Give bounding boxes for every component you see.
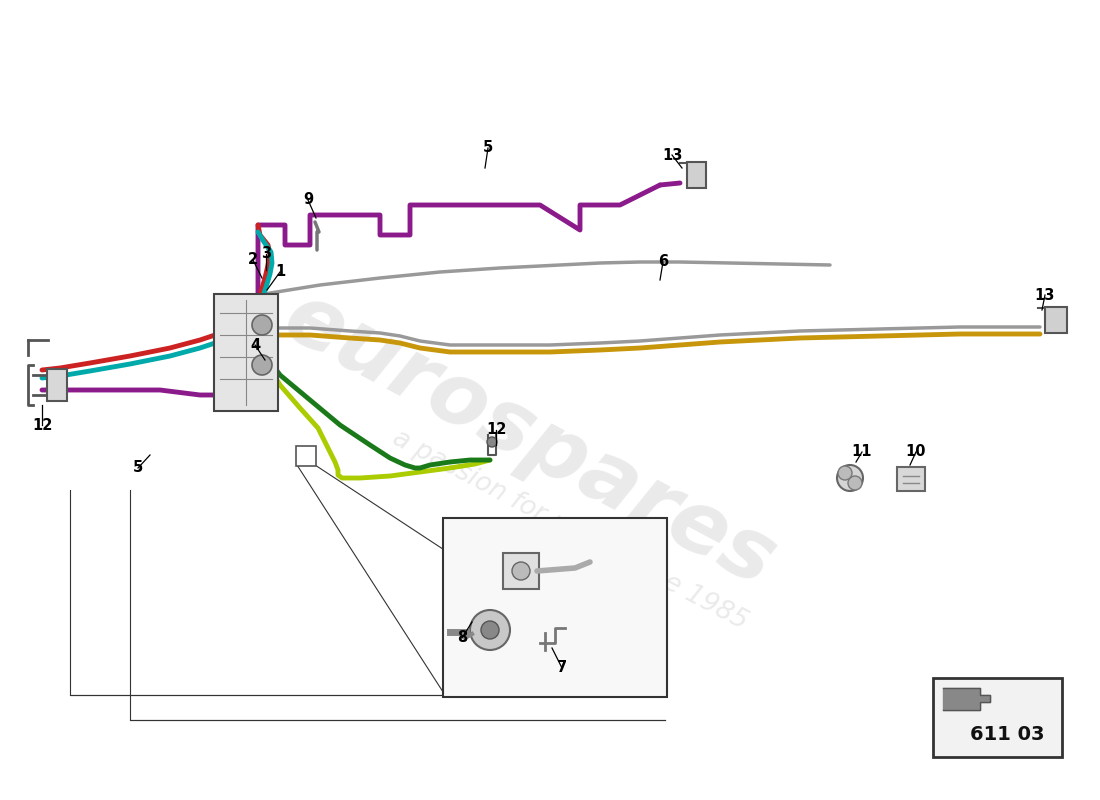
Text: 13: 13 bbox=[662, 147, 682, 162]
FancyBboxPatch shape bbox=[688, 162, 706, 188]
FancyBboxPatch shape bbox=[503, 553, 539, 589]
Text: 3: 3 bbox=[261, 246, 271, 262]
FancyBboxPatch shape bbox=[933, 678, 1062, 757]
Circle shape bbox=[512, 562, 530, 580]
FancyBboxPatch shape bbox=[296, 446, 316, 466]
Circle shape bbox=[252, 315, 272, 335]
Text: eurospares: eurospares bbox=[271, 275, 790, 605]
FancyBboxPatch shape bbox=[443, 518, 667, 697]
Text: 1: 1 bbox=[275, 265, 285, 279]
Circle shape bbox=[838, 466, 853, 480]
Text: 4: 4 bbox=[250, 338, 260, 353]
Circle shape bbox=[252, 355, 272, 375]
Text: 12: 12 bbox=[486, 422, 506, 438]
Text: 10: 10 bbox=[905, 445, 926, 459]
Text: 5: 5 bbox=[133, 461, 143, 475]
FancyBboxPatch shape bbox=[214, 294, 278, 411]
Text: a passion for parts since 1985: a passion for parts since 1985 bbox=[388, 425, 752, 635]
Circle shape bbox=[481, 621, 499, 639]
Text: 8: 8 bbox=[456, 630, 468, 646]
Text: 12: 12 bbox=[32, 418, 52, 433]
Text: 6: 6 bbox=[658, 254, 668, 270]
Text: 11: 11 bbox=[851, 445, 872, 459]
Circle shape bbox=[848, 476, 862, 490]
Circle shape bbox=[487, 437, 497, 447]
FancyBboxPatch shape bbox=[47, 369, 67, 401]
Circle shape bbox=[837, 465, 864, 491]
Text: 9: 9 bbox=[302, 193, 313, 207]
Text: 611 03: 611 03 bbox=[970, 726, 1044, 745]
FancyBboxPatch shape bbox=[896, 467, 925, 491]
Text: 2: 2 bbox=[248, 253, 258, 267]
Polygon shape bbox=[943, 688, 990, 710]
Text: 13: 13 bbox=[1035, 287, 1055, 302]
FancyBboxPatch shape bbox=[1045, 307, 1067, 333]
Circle shape bbox=[470, 610, 510, 650]
Text: 5: 5 bbox=[483, 141, 493, 155]
Text: 7: 7 bbox=[557, 661, 568, 675]
